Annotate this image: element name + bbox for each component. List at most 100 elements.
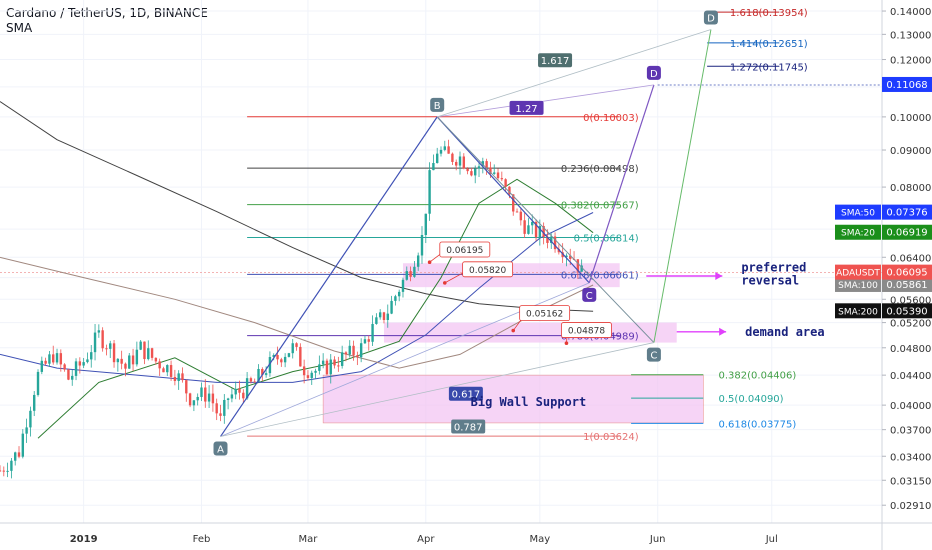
candle-body: [519, 211, 523, 221]
candle-body: [443, 146, 447, 150]
sma-badge-value: [882, 224, 932, 240]
candle-body: [188, 393, 192, 406]
candle-body: [287, 353, 291, 357]
candle-body: [451, 153, 454, 162]
sma-badge-name: [835, 224, 881, 240]
candle-body: [363, 339, 367, 344]
candle-body: [295, 343, 298, 347]
fib-label: 0.236(0.08498): [561, 164, 639, 175]
candle-body: [375, 317, 378, 324]
candle-body: [386, 313, 389, 320]
fib-label: 1(0.03624): [583, 432, 639, 443]
ratio-badge: [538, 53, 573, 68]
fib-ext-label: 1.618(0.13954): [730, 8, 808, 19]
candle-body: [405, 271, 408, 280]
candle-body: [553, 236, 557, 250]
time-tick-label: Jul: [765, 534, 778, 545]
preferred-reversal-label: preferred: [741, 260, 806, 274]
price-tick-label: 0.14000: [890, 7, 931, 18]
candle-body: [489, 167, 492, 174]
candle-body: [223, 399, 226, 416]
sma-line: [0, 101, 594, 312]
candle-body: [527, 225, 530, 234]
candle-body: [234, 388, 237, 395]
price-tick-label: 0.06400: [890, 253, 931, 264]
sma-line: [37, 178, 594, 439]
pattern-leg-cd-alt: [653, 29, 712, 343]
candle-body: [318, 364, 321, 371]
ratio-badge: [509, 100, 544, 115]
pattern-point-label: D: [707, 14, 715, 25]
price-tick-label: 0.03700: [890, 426, 931, 437]
candle-body: [348, 345, 351, 355]
target-price-label: 0.11068: [886, 80, 927, 91]
candle-body: [428, 170, 431, 214]
candle-body: [196, 396, 199, 401]
callout-label: 0.05820: [469, 266, 506, 276]
candle-body: [143, 341, 146, 360]
candle-body: [59, 353, 63, 365]
candle-body: [299, 346, 302, 367]
candle-body: [272, 354, 275, 357]
candle-body: [166, 365, 169, 373]
candle-body: [337, 365, 340, 367]
candle-body: [10, 460, 13, 471]
candle-body: [458, 156, 462, 166]
candle-body: [424, 213, 427, 236]
candle-body: [158, 361, 161, 369]
price-tick-label: 0.10000: [890, 113, 931, 124]
callout-dot: [427, 260, 432, 265]
pattern-diag-bd-alt: [437, 29, 712, 118]
candle-body: [413, 266, 416, 277]
candle-body: [493, 172, 496, 174]
candle-body: [439, 149, 443, 154]
annotations: 0.06195 0.05820 0.05162 0.04878 preferredrev…: [427, 241, 825, 409]
pattern-leg-cd: [588, 84, 655, 284]
pattern-point-label: C: [650, 351, 657, 362]
candle-body: [432, 163, 435, 171]
candle-body: [565, 255, 568, 258]
candle-body: [542, 226, 545, 237]
ratio-label: 1.617: [541, 56, 570, 67]
candle-body: [120, 358, 123, 364]
sma-badge-label: SMA:20: [841, 229, 875, 239]
candle-body: [105, 348, 108, 350]
candle-body: [523, 220, 526, 234]
candle-body: [150, 348, 154, 358]
candles: [0, 139, 583, 479]
sma-badge-label: SMA:50: [841, 209, 875, 219]
price-tick-label: 0.03150: [890, 476, 931, 487]
candle-body: [204, 387, 207, 402]
candle-body: [261, 368, 264, 375]
candle-body: [93, 332, 97, 353]
candle-body: [2, 470, 6, 472]
candle-body: [169, 365, 173, 377]
sma-badge-label: SMA:200: [838, 307, 878, 317]
pattern-diag-bd: [437, 84, 654, 118]
current-price-symbol-badge: [835, 264, 881, 280]
candle-body: [344, 352, 348, 355]
pattern-leg-bc-alt: [436, 116, 655, 343]
time-tick-label: Mar: [299, 534, 319, 545]
candle-body: [466, 168, 469, 172]
sma-badge-value-label: 0.05390: [886, 306, 927, 317]
candle-body: [29, 410, 32, 428]
callout-box: [561, 322, 612, 338]
pattern-leg-ab: [220, 116, 438, 437]
candle-body: [359, 343, 363, 358]
price-tick-label: 0.04400: [890, 371, 931, 382]
candle-body: [390, 300, 393, 314]
candle-body: [455, 161, 458, 166]
candle-body: [63, 364, 66, 370]
candle-body: [112, 343, 116, 363]
candle-body: [181, 373, 184, 381]
candle-body: [325, 360, 329, 375]
sma-badge-value: [882, 204, 932, 220]
ratio-label: 1.27: [515, 104, 537, 115]
grid: [0, 0, 882, 523]
candle-body: [97, 330, 101, 333]
sma-badge-name: [835, 204, 881, 220]
candle-body: [67, 369, 70, 380]
candle-body: [435, 153, 439, 164]
